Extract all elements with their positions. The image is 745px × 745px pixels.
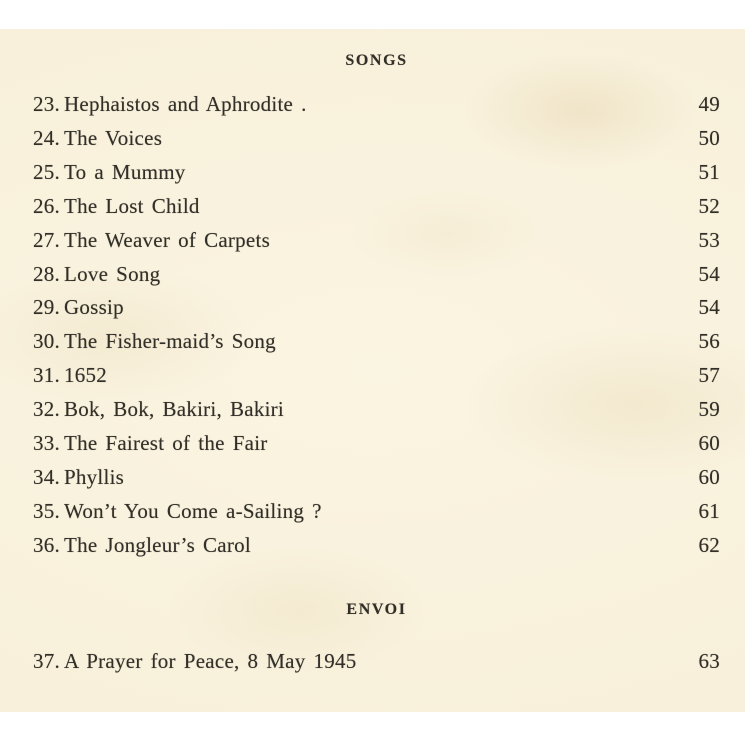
entry-page-number: 52 [698,193,720,218]
entry-number: 26. [33,193,60,218]
toc-list: 23. Hephaistos and Aphrodite . 49 24. Th… [33,88,720,563]
entry-page-number: 59 [698,397,720,422]
toc-entry: 24. The Voices 50 [33,122,720,156]
entry-number: 32. [33,397,60,422]
entry-number: 28. [33,261,60,286]
entry-title: The Fairest of the Fair [64,431,268,456]
toc-entry: 35. Won’t You Come a-Sailing ? 61 [33,495,720,529]
entry-number: 36. [33,532,60,557]
toc-entry: 33. The Fairest of the Fair 60 [33,427,720,461]
entry-title: A Prayer for Peace, 8 May 1945 [64,648,357,673]
entry-title: Phyllis [64,464,125,489]
entry-number: 34. [33,464,60,489]
entry-page-number: 53 [698,227,720,252]
toc-entry: 36. The Jongleur’s Carol 62 [33,529,720,563]
entry-title: Hephaistos and Aphrodite . [64,92,307,116]
toc-entry: 34. Phyllis 60 [33,461,720,495]
entry-number: 31. [33,363,60,388]
entry-page-number: 49 [698,92,720,116]
entry-title: Love Song [64,261,161,286]
toc-entry: 23. Hephaistos and Aphrodite . 49 [33,88,720,122]
entry-page-number: 62 [698,532,720,557]
entry-title: The Voices [64,125,163,150]
entry-page-number: 54 [698,295,720,320]
toc-section: SONGS 23. Hephaistos and Aphrodite . 49 … [33,52,720,563]
entry-page-number: 50 [698,125,720,150]
entry-title: 1652 [64,363,107,388]
entry-title: Bok, Bok, Bakiri, Bakiri [64,397,284,422]
entry-page-number: 54 [698,261,720,286]
entry-number: 30. [33,329,60,354]
entry-title: The Jongleur’s Carol [64,532,251,557]
toc-entry: 26. The Lost Child 52 [33,190,720,224]
entry-title: The Weaver of Carpets [64,227,271,252]
toc-entry: 27. The Weaver of Carpets 53 [33,224,720,258]
section-heading: SONGS [345,52,408,69]
entry-page-number: 57 [698,363,720,388]
entry-page-number: 63 [698,648,720,673]
toc-entry: 25. To a Mummy 51 [33,156,720,190]
entry-page-number: 61 [698,498,720,523]
entry-page-number: 56 [698,329,720,354]
toc-entry: 32. Bok, Bok, Bakiri, Bakiri 59 [33,393,720,427]
entry-page-number: 51 [698,159,720,184]
entry-title: To a Mummy [64,159,186,184]
entry-title: Gossip [64,295,124,320]
toc-entry: 37. A Prayer for Peace, 8 May 1945 63 [33,645,720,679]
toc-entry: 28. Love Song 54 [33,258,720,292]
entry-number: 33. [33,431,60,456]
entry-number: 23. [33,92,60,116]
entry-page-number: 60 [698,431,720,456]
entry-number: 27. [33,227,60,252]
entry-page-number: 60 [698,464,720,489]
entry-number: 37. [33,648,60,673]
toc-section: ENVOI 37. A Prayer for Peace, 8 May 1945… [33,601,720,679]
toc-entry: 31. 1652 57 [33,359,720,393]
entry-title: The Fisher-maid’s Song [64,329,276,354]
entry-number: 35. [33,498,60,523]
section-heading: ENVOI [346,600,407,618]
entry-number: 24. [33,125,60,150]
entry-title: Won’t You Come a-Sailing ? [64,498,322,523]
toc-entry: 29. Gossip 54 [33,291,720,325]
toc-sections-container: SONGS 23. Hephaistos and Aphrodite . 49 … [33,52,720,679]
toc-list: 37. A Prayer for Peace, 8 May 1945 63 [33,645,720,679]
toc-entry: 30. The Fisher-maid’s Song 56 [33,325,720,359]
entry-title: The Lost Child [64,193,200,218]
book-page: SONGS 23. Hephaistos and Aphrodite . 49 … [0,29,745,712]
entry-number: 29. [33,295,60,320]
entry-number: 25. [33,159,60,184]
